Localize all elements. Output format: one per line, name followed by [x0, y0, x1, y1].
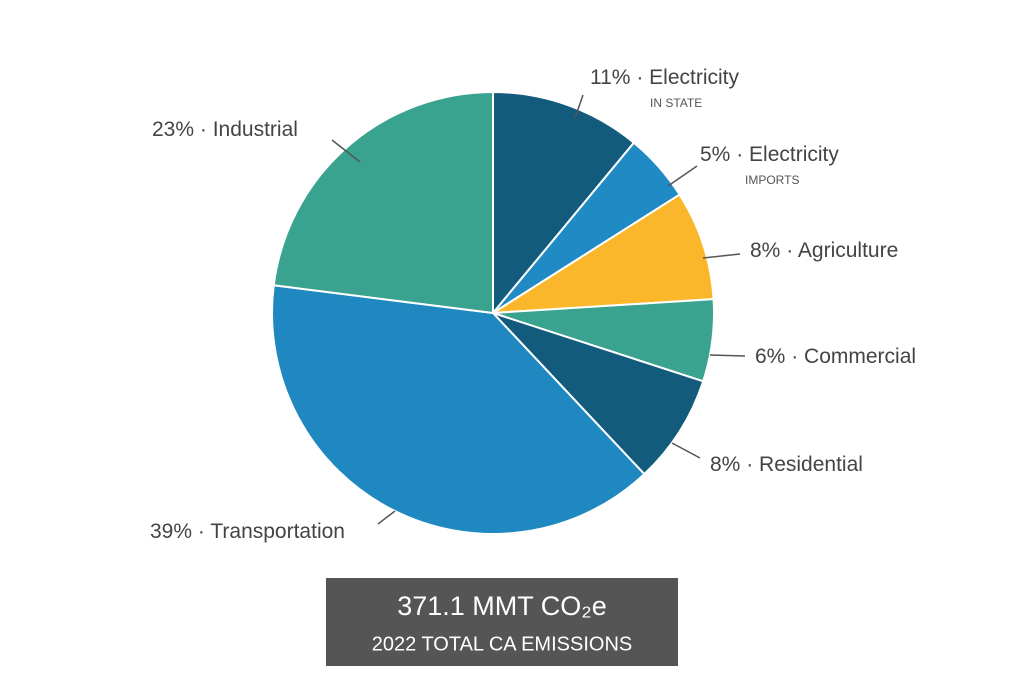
value-label: 11%	[590, 66, 630, 89]
leader-line	[331, 139, 361, 163]
pie-slice	[492, 312, 705, 476]
category-label: Residential	[759, 453, 863, 476]
sublabel: IN STATE	[650, 96, 702, 110]
leader-line	[671, 442, 701, 459]
leader-line	[702, 253, 741, 259]
value-label: 5%	[700, 143, 730, 166]
leader-line	[377, 510, 396, 525]
pie-slice	[492, 193, 715, 314]
separator: ·	[791, 345, 798, 368]
separator: ·	[746, 453, 753, 476]
value-label: 23%	[152, 118, 194, 141]
separator: ·	[198, 520, 205, 543]
pie-slice	[492, 90, 636, 316]
category-label: Agriculture	[798, 239, 898, 262]
total-unit: MMT CO₂e	[472, 591, 607, 621]
value-label: 8%	[750, 239, 780, 262]
total-box	[326, 578, 678, 666]
slice-label: 6% · Commercial	[755, 345, 916, 368]
leader-line	[667, 165, 698, 187]
total-value: 371.1	[397, 591, 465, 621]
category-label: Electricity	[749, 143, 839, 166]
pie-slice	[271, 284, 646, 535]
separator: ·	[786, 239, 793, 262]
slice-label: 23% · Industrial	[152, 118, 298, 141]
slice-label: 8% · Residential	[710, 453, 863, 476]
value-label: 6%	[755, 345, 785, 368]
separator: ·	[636, 66, 643, 89]
sublabel: IMPORTS	[745, 173, 799, 187]
slice-label: 11% · Electricity	[590, 66, 740, 89]
pie-slice	[272, 90, 494, 315]
leader-line	[709, 354, 746, 357]
slice-label: 5% · Electricity	[700, 143, 839, 166]
value-label: 8%	[710, 453, 740, 476]
separator: ·	[736, 143, 743, 166]
slice-label: 39% · Transportation	[150, 520, 345, 543]
category-label: Transportation	[210, 520, 345, 543]
category-label: Commercial	[804, 345, 916, 368]
category-label: Industrial	[213, 118, 298, 141]
separator: ·	[200, 118, 207, 141]
category-label: Electricity	[649, 66, 739, 89]
leader-line	[574, 94, 584, 119]
value-label: 39%	[150, 520, 192, 543]
slice-label: 8% · Agriculture	[750, 239, 898, 262]
total: 371.1 MMT CO₂e	[397, 591, 607, 621]
subtitle: 2022 TOTAL CA EMISSIONS	[372, 633, 632, 655]
